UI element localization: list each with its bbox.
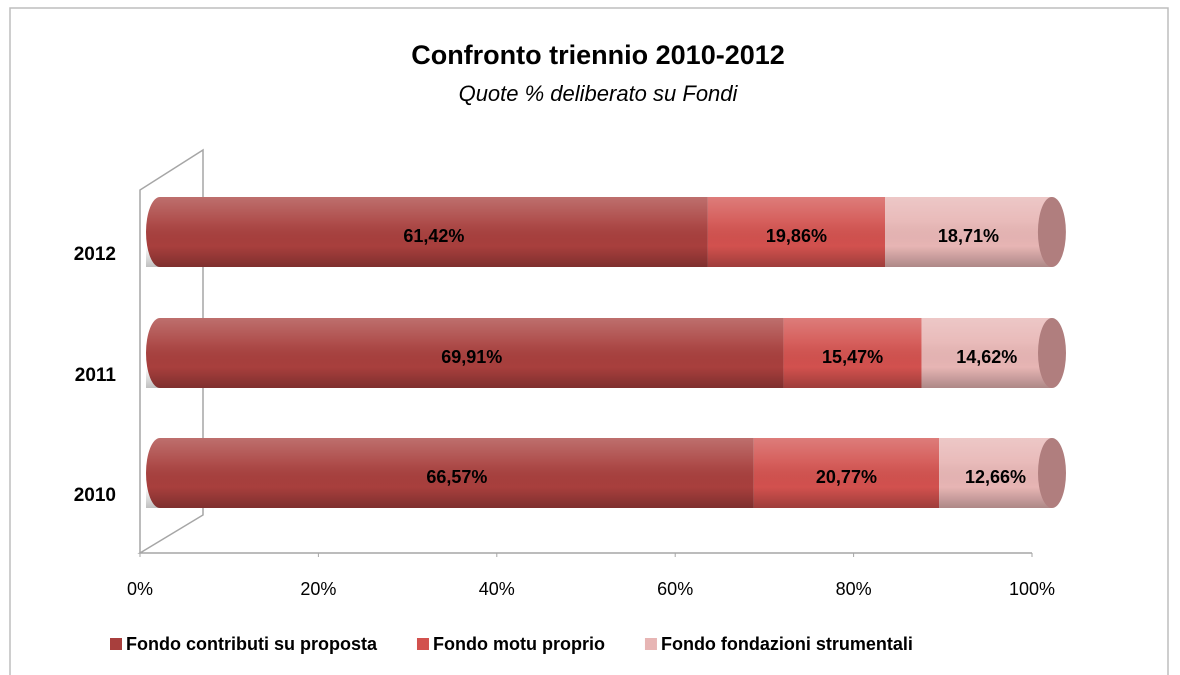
data-label: 19,86% <box>766 226 827 246</box>
frame <box>9 7 1169 675</box>
bar-cap <box>1038 318 1066 388</box>
data-label: 61,42% <box>403 226 464 246</box>
bar-cap <box>1038 438 1066 508</box>
y-tick-label: 2011 <box>75 365 117 386</box>
legend-label: Fondo contributi su proposta <box>126 634 378 654</box>
data-label: 66,57% <box>426 467 487 487</box>
data-label: 18,71% <box>938 226 999 246</box>
x-tick-label: 20% <box>300 579 336 599</box>
legend-swatch <box>110 638 122 650</box>
y-tick-label: 2010 <box>74 485 116 506</box>
x-tick-label: 60% <box>657 579 693 599</box>
legend-label: Fondo motu proprio <box>433 634 605 654</box>
legend-label: Fondo fondazioni strumentali <box>661 634 913 654</box>
legend-swatch <box>416 638 429 650</box>
data-label: 20,77% <box>816 467 877 487</box>
x-tick-label: 40% <box>479 579 515 599</box>
y-tick-label: 2012 <box>74 244 116 265</box>
chart-title: Confronto triennio 2010-2012 <box>411 40 785 70</box>
data-label: 15,47% <box>822 347 883 367</box>
chart-subtitle: Quote % deliberato su Fondi <box>459 81 739 106</box>
data-label: 14,62% <box>956 347 1017 367</box>
data-label: 12,66% <box>965 467 1026 487</box>
x-tick-label: 100% <box>1009 579 1055 599</box>
bar-cap <box>1037 197 1066 267</box>
x-tick-label: 0% <box>127 579 153 599</box>
data-label: 69,91% <box>441 347 502 367</box>
x-tick-label: 80% <box>836 579 872 599</box>
legend-swatch <box>644 638 657 650</box>
